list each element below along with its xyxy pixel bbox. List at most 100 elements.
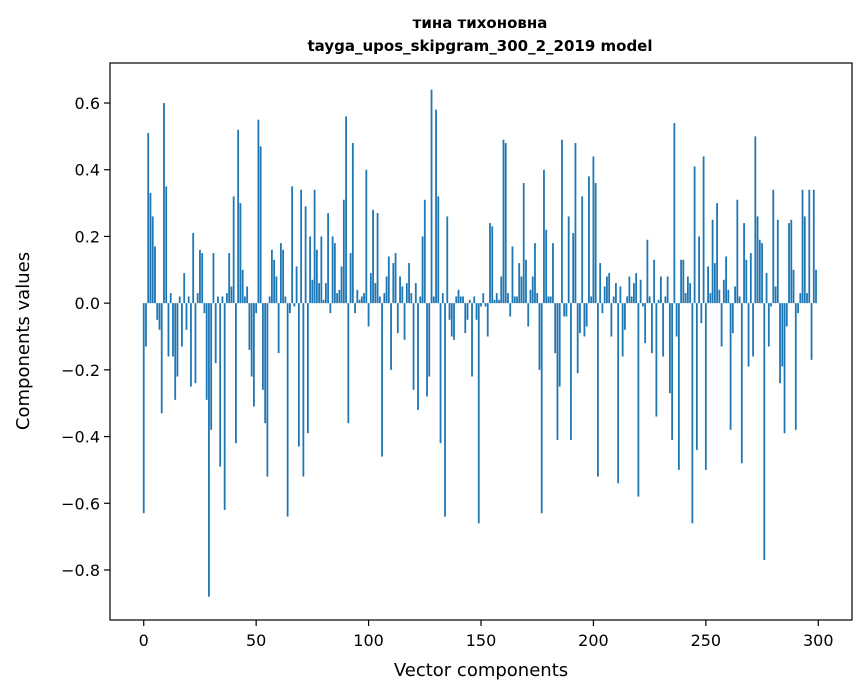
bar: [480, 303, 482, 307]
y-axis-ticks: 0.6 0.4 0.2 0.0 −0.2 −0.4 −0.6 −0.8: [61, 94, 110, 580]
bar: [156, 303, 159, 320]
bar: [259, 146, 262, 304]
bar: [286, 303, 289, 517]
bar: [255, 303, 258, 314]
bar: [230, 286, 233, 304]
bar: [453, 303, 455, 340]
bar: [734, 286, 736, 304]
chart-title: тина тихоновна: [413, 14, 548, 32]
bar: [806, 293, 808, 304]
bar: [151, 216, 154, 304]
y-tick-label: −0.4: [61, 428, 100, 447]
bar: [405, 283, 408, 304]
bar: [419, 296, 422, 304]
bar: [340, 266, 343, 304]
bar: [635, 273, 638, 304]
bar: [309, 236, 312, 304]
bar: [695, 303, 698, 450]
bar: [554, 303, 557, 354]
bar: [345, 116, 347, 304]
bar: [576, 303, 579, 374]
bar: [617, 303, 620, 484]
bar: [300, 189, 303, 304]
bar: [572, 233, 575, 304]
bar: [246, 286, 249, 304]
bar: [693, 166, 696, 304]
bar: [704, 303, 707, 470]
bar: [543, 169, 545, 304]
bar: [747, 303, 750, 367]
bar: [668, 303, 671, 394]
bar: [722, 279, 725, 304]
bar: [624, 303, 626, 330]
x-tick-label: 150: [466, 631, 497, 650]
bar: [336, 293, 338, 304]
x-axis-label: Vector components: [394, 660, 568, 681]
bar: [810, 303, 813, 360]
bar: [471, 303, 473, 377]
bar: [758, 239, 761, 304]
bar: [203, 303, 206, 314]
bar: [756, 216, 759, 304]
bar: [594, 183, 597, 304]
bar: [641, 303, 644, 307]
bar: [628, 276, 631, 304]
bar: [410, 293, 413, 304]
bar: [763, 303, 766, 560]
bar: [716, 203, 718, 304]
bar: [608, 273, 611, 304]
bar: [232, 196, 235, 304]
bar: [482, 293, 485, 304]
bar: [536, 293, 539, 304]
bar: [794, 303, 797, 430]
bar: [176, 303, 179, 377]
y-tick-label: −0.2: [61, 361, 100, 380]
bar: [507, 293, 509, 304]
bar: [421, 236, 424, 304]
bar: [459, 296, 462, 304]
bar: [264, 303, 267, 424]
bar: [142, 303, 145, 514]
y-tick-label: 0.2: [75, 227, 100, 246]
bar: [320, 236, 323, 304]
bar: [713, 263, 716, 304]
bar: [358, 299, 361, 304]
bar: [333, 243, 336, 304]
bar: [808, 189, 811, 304]
bar: [401, 286, 404, 304]
bar: [689, 283, 692, 304]
bar: [619, 286, 622, 304]
bar: [462, 296, 464, 304]
bar: [376, 213, 379, 304]
bar: [754, 136, 757, 304]
bar: [662, 303, 665, 357]
bar: [212, 253, 215, 304]
bar: [365, 169, 368, 304]
bar: [277, 303, 280, 354]
bar: [731, 303, 734, 334]
y-tick-label: 0.6: [75, 94, 100, 113]
bar: [749, 253, 752, 304]
bar: [585, 303, 588, 327]
bar: [781, 303, 784, 367]
bar: [736, 199, 739, 304]
bar: [601, 303, 604, 314]
bar: [147, 133, 150, 304]
bar: [803, 216, 806, 304]
bar: [500, 276, 503, 304]
bar: [518, 263, 521, 304]
bar: [498, 299, 500, 304]
bar: [567, 216, 570, 304]
bar: [531, 276, 534, 304]
y-tick-label: −0.6: [61, 494, 100, 513]
bar: [158, 303, 161, 330]
bar: [691, 303, 694, 524]
bar: [799, 293, 802, 304]
y-tick-label: 0.4: [75, 161, 100, 180]
bar: [221, 296, 224, 304]
bar: [657, 299, 660, 304]
bar: [185, 303, 188, 330]
bars-group: [142, 89, 817, 597]
x-tick-label: 100: [353, 631, 384, 650]
bar: [387, 256, 390, 304]
